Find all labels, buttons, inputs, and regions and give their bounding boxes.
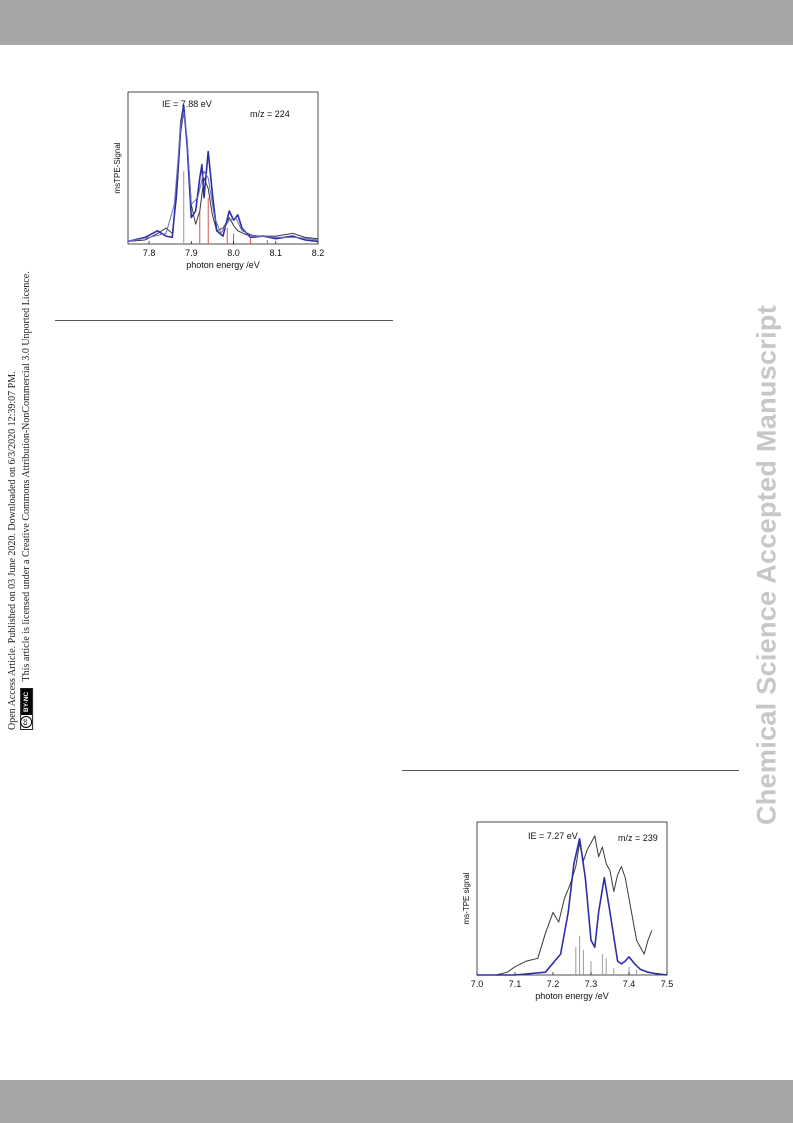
fig2-xtick-label-1: 7.1 [509,979,522,989]
license-text[interactable]: This article is licensed under a Creativ… [20,271,32,682]
fig1-series-simulation [127,104,319,243]
fig1-annotation-1: m/z = 224 [250,109,290,119]
section-rule-right [402,770,739,771]
fig2-annotation-1: m/z = 239 [618,833,658,843]
fig1-xtick-label-0: 7.8 [143,248,156,258]
fig1-xtick-label-1: 7.9 [185,248,198,258]
cc-icon: cc [20,716,33,728]
fig2-series-simulation [477,837,668,976]
fig1-xtick-label-2: 8.0 [227,248,240,258]
fig2-xtick-label-4: 7.4 [623,979,636,989]
cc-badge-text: BY-NC [20,688,32,715]
fig2-ylabel: ms-TPE signal [462,872,471,924]
license-line-published: Open Access Article. Published on 03 Jun… [7,371,19,730]
fig2-xlabel: photon energy /eV [535,991,609,1001]
fig1-xtick-label-3: 8.1 [270,248,283,258]
fig2-annotation-0: IE = 7.27 eV [528,831,578,841]
fig1-xlabel: photon energy /eV [186,260,260,270]
figure-2-spectrum: 7.0 7.1 7.2 7.3 7.4 7.5 photon energy /eV ms-TP… [462,821,674,1001]
cc-by-nc-badge[interactable]: cc BY-NC [19,687,33,730]
fig2-xtick-label-2: 7.2 [547,979,560,989]
fig2-series-experiment [477,835,653,976]
bottom-band [0,1080,793,1123]
fig1-annotation-0: IE = 7.88 eV [162,99,212,109]
section-rule-left [55,320,393,321]
fig2-xtick-label-0: 7.0 [471,979,484,989]
figure-1-spectrum: 7.8 7.9 8.0 8.1 8.2 photon energy /eV msTPE-Si… [113,91,325,270]
license-line-licence: cc BY-NC This article is licensed under … [19,90,33,730]
license-notice: Open Access Article. Published on 03 Jun… [7,90,33,730]
accepted-manuscript-watermark: Chemical Science Accepted Manuscript [751,305,782,825]
top-band [0,0,793,45]
fig1-plot-frame [127,91,319,245]
fig2-plot-frame [476,821,668,976]
fig2-xtick-label-3: 7.3 [585,979,598,989]
fig1-ylabel: msTPE-Signal [113,142,122,193]
fig1-xtick-label-4: 8.2 [312,248,325,258]
fig1-series-simulation-broadened [127,111,319,242]
fig2-xtick-label-5: 7.5 [661,979,674,989]
fig1-series-experiment [127,111,319,242]
